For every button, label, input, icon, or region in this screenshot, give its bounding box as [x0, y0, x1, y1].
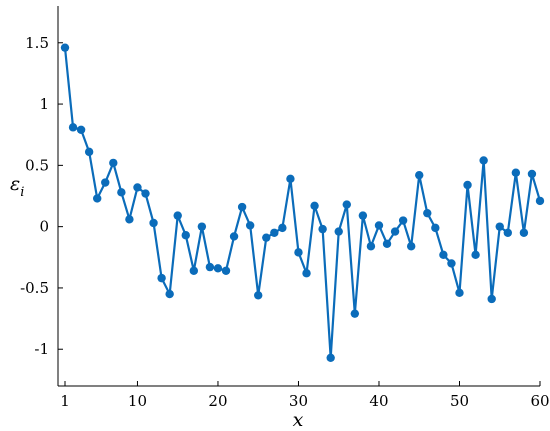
- data-point: [93, 194, 102, 203]
- data-point: [374, 221, 384, 230]
- data-point: [237, 202, 247, 212]
- data-point: [334, 227, 343, 236]
- data-point: [447, 259, 456, 268]
- data-point: [245, 221, 255, 230]
- data-point: [270, 228, 279, 237]
- data-point: [149, 218, 158, 228]
- data-point: [398, 216, 408, 225]
- data-point: [326, 353, 335, 363]
- plot-area: [60, 43, 545, 363]
- data-point: [390, 227, 400, 236]
- data-point: [286, 174, 295, 184]
- data-point: [254, 291, 263, 300]
- data-point: [189, 266, 199, 275]
- y-tick-label: -0.5: [20, 279, 49, 297]
- data-point: [350, 309, 360, 318]
- data-point: [117, 188, 126, 197]
- data-point: [455, 288, 464, 298]
- data-point: [181, 231, 190, 240]
- data-point: [318, 224, 327, 234]
- data-point: [511, 168, 521, 177]
- data-point: [415, 170, 424, 180]
- data-point: [205, 262, 215, 272]
- data-point: [101, 178, 110, 187]
- y-tick-label: -1: [34, 340, 49, 358]
- data-point: [141, 189, 150, 198]
- series-line: [63, 47, 542, 359]
- data-point: [310, 201, 319, 211]
- x-tick-label: 20: [208, 392, 227, 410]
- x-tick-label: 30: [289, 392, 308, 410]
- data-point: [535, 196, 545, 206]
- x-axis-label: x: [293, 409, 304, 431]
- data-point: [495, 222, 504, 231]
- data-point: [157, 273, 166, 283]
- data-point: [76, 125, 86, 135]
- data-point: [173, 211, 182, 220]
- y-axis-label: εi: [10, 173, 24, 200]
- data-point: [229, 232, 239, 241]
- data-point: [165, 289, 174, 299]
- x-tick-label: 10: [128, 392, 147, 410]
- y-tick-label: 1.5: [25, 34, 49, 52]
- ticks: 1 10 20 30 40 50 60 1.5 1 0.5 0 -0.5 -1: [20, 34, 549, 410]
- data-point: [60, 43, 70, 52]
- data-point: [294, 248, 303, 257]
- data-point: [519, 228, 529, 237]
- y-tick-label: 0: [39, 218, 49, 236]
- data-point: [439, 250, 448, 260]
- data-point: [366, 242, 376, 251]
- data-point: [133, 183, 142, 192]
- data-point: [503, 228, 512, 237]
- data-point: [302, 269, 311, 278]
- y-axis-label-symbol: ε: [10, 173, 20, 195]
- data-point: [479, 156, 488, 165]
- data-point: [471, 250, 480, 260]
- x-tick-label: 1: [60, 392, 70, 410]
- data-point: [109, 158, 118, 168]
- data-point: [68, 123, 78, 132]
- data-point: [431, 223, 440, 233]
- data-point: [221, 266, 231, 275]
- data-point: [406, 242, 416, 251]
- data-point: [262, 233, 271, 242]
- data-point: [527, 169, 537, 179]
- data-point: [423, 208, 432, 218]
- x-tick-label: 40: [369, 392, 388, 410]
- x-tick-label: 60: [530, 392, 549, 410]
- y-tick-label: 0.5: [25, 156, 49, 174]
- data-point: [382, 239, 392, 249]
- data-point: [487, 294, 496, 304]
- data-point: [197, 222, 207, 231]
- y-tick-label: 1: [39, 95, 49, 113]
- data-point: [342, 200, 351, 209]
- data-point: [278, 223, 287, 233]
- y-axis-label-subscript: i: [20, 185, 24, 200]
- data-point: [463, 180, 472, 190]
- data-point: [358, 211, 368, 220]
- data-point: [213, 264, 223, 273]
- data-point: [84, 147, 94, 157]
- data-point: [125, 215, 134, 224]
- x-tick-label: 50: [450, 392, 469, 410]
